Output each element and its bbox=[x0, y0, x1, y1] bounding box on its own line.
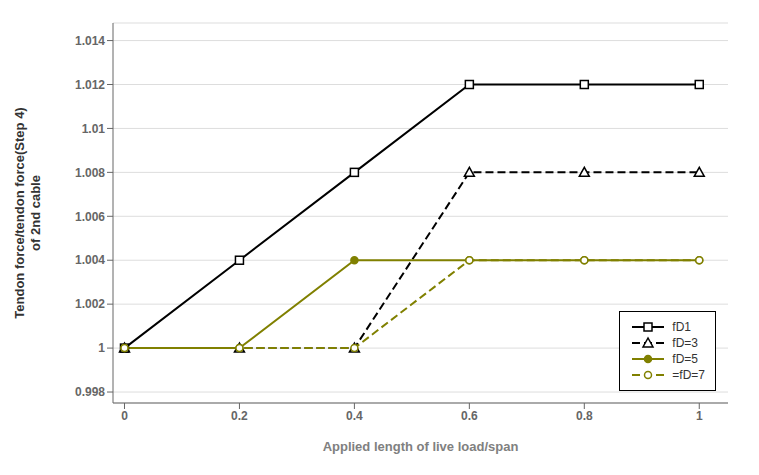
svg-text:1: 1 bbox=[98, 341, 105, 355]
html-text:fD=5: fD=5 bbox=[672, 352, 698, 366]
svg-text:0: 0 bbox=[121, 409, 128, 423]
svg-text:1.006: 1.006 bbox=[75, 210, 105, 224]
html-text:fD1: fD1 bbox=[672, 320, 691, 334]
svg-text:1: 1 bbox=[696, 409, 703, 423]
svg-text:0.8: 0.8 bbox=[576, 409, 593, 423]
svg-text:0.2: 0.2 bbox=[231, 409, 248, 423]
html-text:=fD=7: =fD=7 bbox=[672, 368, 705, 382]
svg-text:0.998: 0.998 bbox=[75, 385, 105, 399]
svg-text:0.6: 0.6 bbox=[461, 409, 478, 423]
svg-text:1.014: 1.014 bbox=[75, 34, 105, 48]
svg-text:Tendon force/tendon force(Step: Tendon force/tendon force(Step 4)of 2nd … bbox=[12, 107, 43, 318]
svg-text:1.002: 1.002 bbox=[75, 297, 105, 311]
svg-text:0.4: 0.4 bbox=[346, 409, 363, 423]
svg-text:1.01: 1.01 bbox=[82, 122, 106, 136]
svg-text:Applied length of live load/sp: Applied length of live load/span bbox=[323, 439, 519, 454]
svg-text:1.008: 1.008 bbox=[75, 166, 105, 180]
svg-text:1.004: 1.004 bbox=[75, 253, 105, 267]
html-text:fD=3: fD=3 bbox=[672, 336, 698, 350]
svg-text:1.012: 1.012 bbox=[75, 78, 105, 92]
